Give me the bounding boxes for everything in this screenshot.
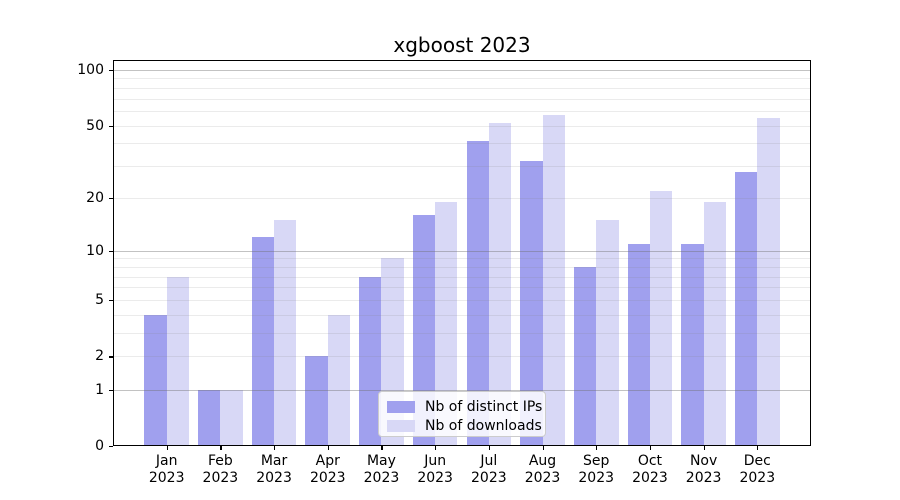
x-tick-mark — [220, 446, 222, 450]
y-tick-label: 5 — [95, 292, 104, 309]
x-tick-label: Jun 2023 — [417, 453, 453, 486]
bar-downloads-jul — [488, 122, 512, 446]
bar-distinct-ips-may — [359, 276, 382, 446]
x-tick-label: Dec 2023 — [739, 453, 776, 486]
bar-distinct-ips-apr — [305, 356, 328, 446]
bar-distinct-ips-sep — [573, 266, 597, 446]
y-tick-label: 20 — [86, 189, 104, 206]
x-tick-mark — [542, 446, 544, 450]
gridline-minor — [113, 166, 811, 168]
gridline-minor — [113, 78, 811, 80]
bar-downloads-nov — [703, 201, 726, 446]
gridline-minor — [113, 276, 811, 278]
bar-distinct-ips-mar — [251, 237, 275, 446]
bar-downloads-dec — [757, 118, 780, 446]
x-tick-label: Feb 2023 — [202, 453, 239, 486]
chart-title: xgboost 2023 — [393, 33, 531, 57]
x-tick-label: May 2023 — [363, 453, 400, 486]
gridline-minor — [113, 125, 811, 127]
y-tick-label: 0 — [95, 438, 104, 454]
bar-downloads-jan — [166, 276, 189, 446]
x-tick-mark — [381, 446, 383, 450]
bar-distinct-ips-jun — [412, 215, 436, 446]
bar-downloads-oct — [649, 190, 673, 446]
bar-distinct-ips-oct — [627, 243, 650, 446]
gridline-minor — [113, 356, 811, 358]
gridline-minor — [113, 266, 811, 268]
legend: Nb of distinct IPs Nb of downloads — [378, 391, 546, 437]
gridline-major — [113, 389, 811, 391]
x-tick-mark — [757, 446, 759, 450]
x-tick-mark — [274, 446, 276, 450]
legend-entry-downloads: Nb of downloads — [387, 416, 542, 435]
legend-label-downloads: Nb of downloads — [425, 417, 542, 434]
y-tick-mark — [108, 70, 113, 72]
x-tick-label: Apr 2023 — [309, 453, 346, 486]
y-tick-mark — [108, 446, 113, 448]
gridline-minor — [113, 98, 811, 100]
bar-downloads-aug — [542, 115, 565, 446]
x-tick-label: Nov 2023 — [685, 453, 722, 486]
bar-distinct-ips-feb — [198, 389, 221, 446]
legend-swatch-downloads — [387, 419, 415, 432]
x-tick-mark — [488, 446, 491, 450]
x-tick-mark — [327, 446, 329, 450]
bar-downloads-mar — [274, 220, 297, 446]
legend-label-distinct-ips: Nb of distinct IPs — [425, 398, 543, 415]
y-tick-mark — [108, 197, 113, 200]
gridline-minor — [113, 300, 811, 302]
x-tick-mark — [649, 446, 652, 450]
x-tick-label: Sep 2023 — [578, 453, 615, 486]
x-tick-mark — [596, 446, 598, 450]
x-tick-mark — [166, 446, 168, 450]
gridline-minor — [113, 143, 811, 145]
y-tick-label: 10 — [86, 242, 104, 259]
gridline-minor — [113, 287, 811, 289]
y-tick-label: 50 — [86, 117, 104, 134]
x-tick-mark — [703, 446, 705, 450]
x-tick-label: Mar 2023 — [256, 453, 292, 486]
y-tick-mark — [108, 300, 113, 302]
bar-distinct-ips-dec — [735, 171, 758, 446]
x-tick-mark — [435, 446, 437, 450]
legend-entry-distinct-ips: Nb of distinct IPs — [387, 397, 542, 416]
y-tick-label: 2 — [95, 348, 104, 365]
x-tick-label: Jul 2023 — [471, 453, 507, 486]
gridline-major — [113, 250, 811, 252]
bar-distinct-ips-jul — [466, 141, 489, 446]
y-tick-mark — [108, 389, 113, 391]
gridline-minor — [113, 111, 811, 113]
gridline-minor — [113, 87, 811, 89]
y-tick-label: 1 — [95, 381, 104, 398]
bar-downloads-jun — [435, 201, 458, 446]
bar-downloads-sep — [596, 220, 619, 446]
bar-distinct-ips-jan — [144, 314, 167, 446]
bar-downloads-apr — [327, 314, 351, 446]
bar-downloads-feb — [220, 389, 243, 446]
y-tick-mark — [108, 125, 113, 127]
bar-distinct-ips-aug — [520, 161, 543, 446]
gridline-minor — [113, 258, 811, 260]
x-tick-label: Oct 2023 — [632, 453, 668, 486]
x-tick-label: Jan 2023 — [148, 453, 185, 486]
legend-swatch-distinct-ips — [387, 400, 415, 413]
gridline-minor — [113, 197, 811, 199]
bar-distinct-ips-nov — [681, 243, 704, 446]
y-tick-mark — [108, 250, 113, 252]
gridline-minor — [113, 314, 811, 316]
gridline-minor — [113, 333, 811, 335]
y-tick-label: 100 — [77, 62, 104, 78]
y-tick-mark — [108, 356, 113, 358]
x-tick-label: Aug 2023 — [524, 453, 561, 486]
gridline-major — [113, 70, 811, 71]
